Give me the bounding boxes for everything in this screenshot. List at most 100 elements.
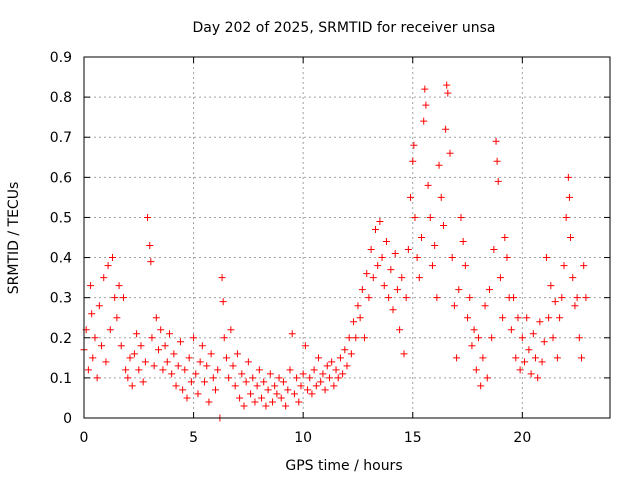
data-point [277, 394, 285, 402]
data-point [172, 382, 180, 390]
data-point [582, 294, 590, 302]
data-point [247, 390, 255, 398]
data-point [345, 334, 353, 342]
data-point [531, 354, 539, 362]
data-point [521, 358, 529, 366]
data-point [547, 282, 555, 290]
data-point [170, 350, 178, 358]
data-point [527, 370, 535, 378]
data-point [341, 346, 349, 354]
data-point [435, 161, 443, 169]
data-point [470, 326, 478, 334]
data-point [229, 362, 237, 370]
data-point [507, 326, 515, 334]
data-point [361, 334, 369, 342]
data-point [437, 193, 445, 201]
data-point [133, 330, 141, 338]
data-point [209, 374, 217, 382]
data-point [485, 286, 493, 294]
data-point [312, 382, 320, 390]
data-point [571, 302, 579, 310]
data-point [518, 334, 526, 342]
data-point [113, 314, 121, 322]
x-tick-label: 10 [294, 430, 312, 446]
data-point [279, 378, 287, 386]
data-point [450, 302, 458, 310]
data-point [538, 358, 546, 366]
data-point [130, 350, 138, 358]
y-tick-label: 0.6 [50, 170, 72, 186]
data-point [108, 254, 116, 262]
data-point [542, 254, 550, 262]
data-point [238, 370, 246, 378]
data-point [89, 354, 97, 362]
x-tick-label: 0 [80, 430, 89, 446]
data-point [479, 354, 487, 362]
data-point [461, 262, 469, 270]
y-tick-label: 0.4 [50, 251, 72, 267]
data-point [148, 334, 156, 342]
data-point [350, 318, 358, 326]
data-point [159, 366, 167, 374]
data-point [286, 366, 294, 374]
plot-frame [83, 56, 611, 419]
data-point [236, 394, 244, 402]
data-point [231, 382, 239, 390]
data-point [393, 286, 401, 294]
data-point [510, 294, 518, 302]
data-point [141, 358, 149, 366]
data-point [147, 258, 155, 266]
data-point [161, 342, 169, 350]
data-point [150, 362, 158, 370]
data-point [565, 193, 573, 201]
data-point [424, 181, 432, 189]
data-point [117, 342, 125, 350]
data-point [165, 330, 173, 338]
data-point [240, 402, 248, 410]
data-point [385, 294, 393, 302]
data-point [212, 386, 219, 394]
data-point [98, 342, 106, 350]
data-point [503, 254, 511, 262]
data-point [157, 326, 165, 334]
data-point [255, 366, 263, 374]
data-point [580, 262, 588, 270]
data-point [567, 234, 575, 241]
data-point [325, 374, 333, 382]
y-tick-label: 0.5 [50, 210, 72, 226]
data-point [174, 362, 182, 370]
data-point [222, 354, 230, 362]
data-point [389, 306, 397, 314]
data-point [253, 382, 261, 390]
chart-title: Day 202 of 2025, SRMTID for receiver uns… [192, 20, 495, 36]
data-point [545, 314, 553, 322]
data-point [459, 238, 467, 246]
data-point [249, 374, 257, 382]
data-point [297, 382, 305, 390]
data-point [553, 354, 561, 362]
data-point [402, 294, 410, 302]
data-point [187, 378, 195, 386]
data-point [455, 286, 463, 294]
data-point [323, 362, 331, 370]
data-point [330, 382, 338, 390]
y-tick-label: 0 [63, 411, 72, 427]
data-point [126, 354, 134, 362]
data-point [468, 342, 476, 350]
data-point [288, 330, 296, 338]
data-point [264, 386, 272, 394]
data-point [525, 346, 533, 354]
data-point [477, 382, 485, 390]
data-point [185, 354, 193, 362]
data-point [293, 374, 301, 382]
data-point [258, 394, 266, 402]
data-point [176, 338, 184, 346]
data-point [376, 217, 384, 225]
data-point [492, 137, 500, 145]
data-point [163, 358, 171, 366]
data-point [139, 378, 147, 386]
data-point [371, 225, 379, 233]
data-point [219, 298, 227, 306]
data-point [205, 398, 213, 406]
data-point [420, 117, 428, 125]
